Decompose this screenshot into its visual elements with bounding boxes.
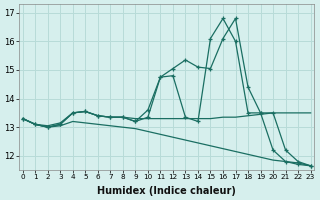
- X-axis label: Humidex (Indice chaleur): Humidex (Indice chaleur): [97, 186, 236, 196]
